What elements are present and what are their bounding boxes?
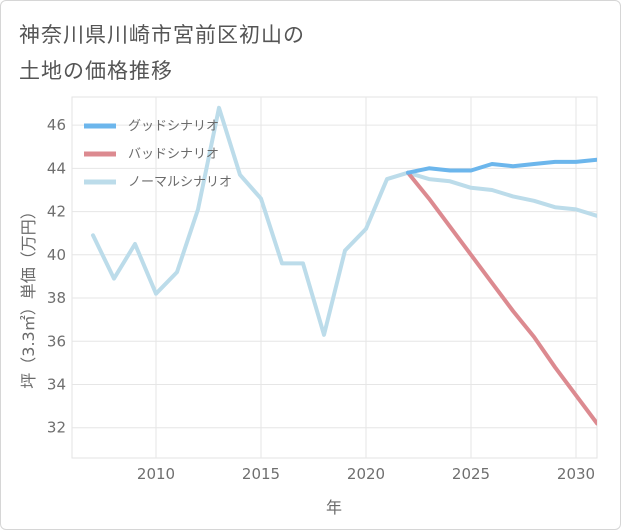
x-axis-label: 年 bbox=[326, 498, 342, 517]
y-tick-label: 40 bbox=[47, 246, 66, 264]
y-tick-label: 46 bbox=[47, 116, 66, 134]
legend-label: ノーマルシナリオ bbox=[128, 175, 232, 190]
x-tick-label: 2015 bbox=[242, 465, 280, 483]
series-line-1 bbox=[406, 170, 597, 426]
y-tick-label: 34 bbox=[47, 376, 66, 394]
legend-label: グッドシナリオ bbox=[128, 119, 219, 134]
series-line-0 bbox=[406, 157, 597, 175]
y-tick-label: 44 bbox=[47, 159, 66, 177]
plot-area bbox=[71, 96, 598, 459]
y-tick-label: 38 bbox=[47, 289, 66, 307]
x-tick-label: 2020 bbox=[347, 465, 385, 483]
series-lines bbox=[91, 105, 598, 426]
y-tick-label: 36 bbox=[47, 332, 66, 350]
x-tick-labels: 2010 2015 2020 2025 2030 bbox=[137, 465, 595, 483]
y-tick-labels: 32 34 36 38 40 42 44 46 bbox=[47, 116, 66, 437]
legend-label: バッドシナリオ bbox=[128, 147, 219, 162]
x-tick-label: 2010 bbox=[137, 465, 175, 483]
y-axis-label: 坪（3.3㎡）単価（万円） bbox=[19, 203, 38, 388]
y-tick-label: 42 bbox=[47, 203, 66, 221]
x-tick-label: 2030 bbox=[557, 465, 595, 483]
y-tick-label: 32 bbox=[47, 419, 66, 437]
chart-title: 神奈川県川崎市宮前区初山の 土地の価格推移 bbox=[19, 23, 305, 83]
x-tick-label: 2025 bbox=[452, 465, 490, 483]
